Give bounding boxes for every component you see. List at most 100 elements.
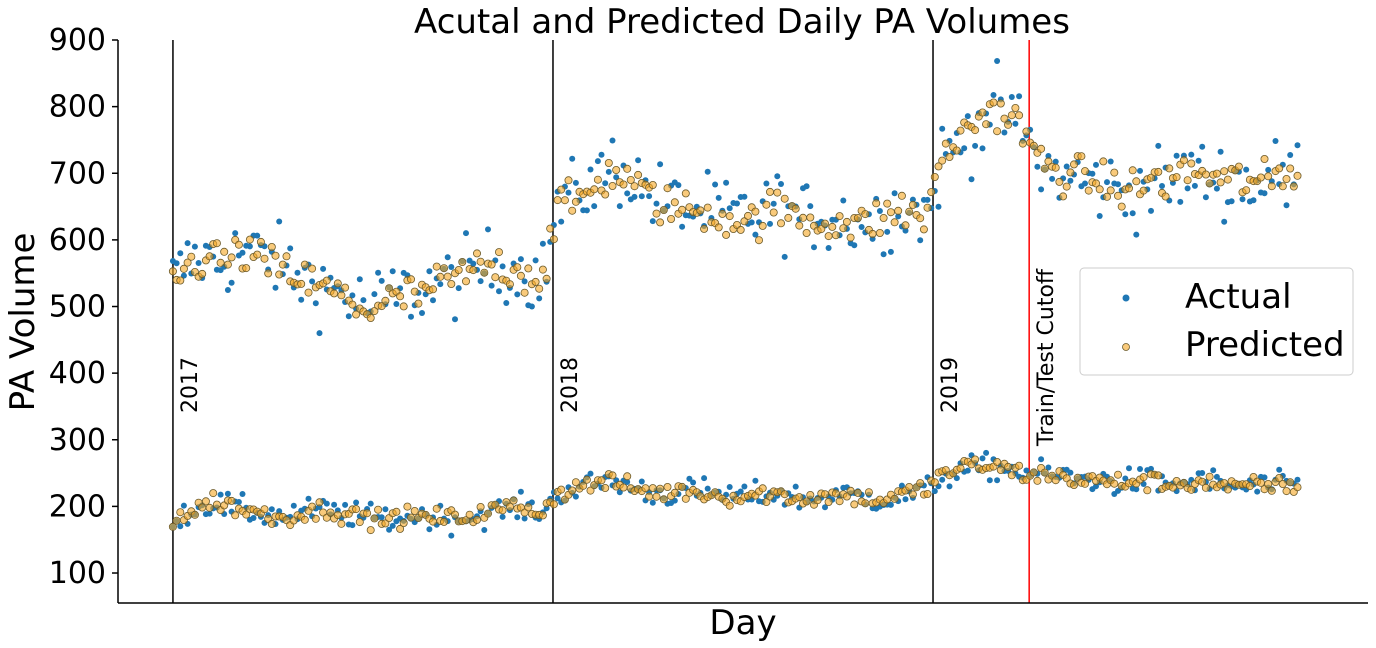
- actual-point: [430, 297, 436, 304]
- predicted-point: [824, 497, 833, 506]
- predicted-point: [751, 207, 760, 216]
- actual-point: [287, 245, 294, 252]
- predicted-point: [557, 185, 566, 194]
- predicted-point: [725, 212, 734, 221]
- actual-point: [825, 245, 832, 251]
- actual-point: [470, 260, 477, 267]
- predicted-point: [648, 180, 657, 189]
- predicted-point: [678, 482, 687, 491]
- y-axis-label: PA Volume: [3, 233, 43, 412]
- actual-point: [177, 523, 184, 530]
- predicted-point: [300, 515, 309, 524]
- predicted-point: [941, 139, 950, 148]
- predicted-point: [1187, 159, 1196, 168]
- actual-point: [638, 478, 645, 485]
- predicted-point: [1212, 169, 1221, 178]
- y-tick-label: 100: [49, 556, 106, 591]
- annotations-layer: 2017 2018 2019 Train/Test Cutoff: [178, 268, 1059, 447]
- actual-point: [356, 276, 363, 283]
- predicted-point: [304, 288, 313, 297]
- actual-point: [807, 203, 814, 210]
- predicted-point: [791, 204, 800, 213]
- actual-point: [1184, 185, 1191, 192]
- predicted-point: [264, 269, 273, 278]
- predicted-point: [842, 217, 851, 226]
- actual-point: [1261, 474, 1268, 481]
- predicted-point: [817, 225, 826, 234]
- predicted-point: [432, 262, 441, 271]
- predicted-point: [1198, 477, 1207, 486]
- predicted-point: [1117, 202, 1126, 211]
- actual-point: [448, 532, 455, 539]
- predicted-point: [930, 172, 939, 181]
- predicted-point: [480, 268, 489, 277]
- actual-point: [224, 490, 231, 497]
- predicted-point: [1172, 173, 1181, 182]
- actual-point: [891, 190, 898, 197]
- predicted-point: [894, 206, 903, 215]
- actual-point: [382, 506, 389, 513]
- predicted-point: [516, 271, 525, 280]
- actual-point: [528, 303, 535, 310]
- actual-point: [1217, 148, 1224, 155]
- predicted-point: [1077, 152, 1086, 161]
- actual-point: [1294, 142, 1301, 149]
- predicted-point: [740, 217, 749, 226]
- predicted-point: [1282, 487, 1291, 496]
- predicted-point: [1114, 470, 1123, 479]
- predicted-point: [773, 188, 782, 197]
- actual-point: [1199, 143, 1206, 150]
- predicted-point: [1051, 163, 1060, 172]
- predicted-point: [1022, 127, 1031, 136]
- predicted-point: [846, 486, 855, 495]
- actual-point: [305, 495, 312, 502]
- actual-point: [554, 495, 561, 502]
- predicted-point: [835, 212, 844, 221]
- predicted-point: [1007, 471, 1016, 480]
- predicted-point: [700, 224, 709, 233]
- predicted-point: [436, 272, 445, 281]
- actual-point: [1199, 470, 1206, 476]
- predicted-point: [253, 250, 262, 259]
- predicted-point: [469, 266, 478, 275]
- actual-point: [686, 475, 693, 482]
- actual-point: [737, 488, 744, 495]
- vline-label: 2017: [178, 357, 203, 413]
- actual-point: [909, 196, 916, 203]
- actual-point: [748, 219, 755, 226]
- predicted-point: [634, 170, 643, 179]
- predicted-point: [410, 506, 419, 515]
- actual-point: [539, 240, 546, 247]
- predicted-point: [861, 499, 870, 508]
- predicted-point: [601, 190, 610, 199]
- predicted-point: [597, 476, 606, 485]
- actual-point: [726, 484, 733, 490]
- predicted-point: [1154, 167, 1163, 176]
- actual-point: [972, 142, 979, 149]
- predicted-point: [722, 230, 731, 239]
- actual-point: [477, 278, 484, 285]
- predicted-point: [663, 184, 672, 193]
- predicted-point: [1223, 485, 1232, 494]
- predicted-point: [1260, 154, 1269, 163]
- actual-point: [1049, 175, 1056, 182]
- y-ticks: 100 200 300 400 500 600 700 800 900: [49, 23, 118, 591]
- actual-point: [587, 166, 594, 173]
- actual-point: [887, 501, 894, 508]
- actual-point: [887, 248, 894, 255]
- predicted-point: [1286, 164, 1295, 173]
- actual-point: [1239, 196, 1246, 203]
- actual-point: [485, 226, 491, 233]
- predicted-point: [590, 185, 599, 194]
- predicted-point: [256, 237, 265, 246]
- actual-point: [532, 257, 539, 264]
- predicted-point: [1183, 176, 1192, 185]
- predicted-point: [267, 242, 276, 251]
- actual-point: [594, 158, 601, 165]
- predicted-point: [487, 260, 496, 269]
- predicted-point: [736, 225, 745, 234]
- y-tick-label: 800: [49, 90, 106, 125]
- actual-point: [1261, 190, 1268, 197]
- actual-point: [1137, 466, 1143, 472]
